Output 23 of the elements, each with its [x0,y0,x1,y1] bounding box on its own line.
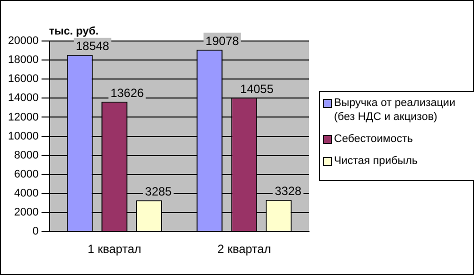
data-label: 13626 [110,86,144,100]
data-label: 14055 [240,82,274,96]
y-tick-label: 6000 [14,168,39,180]
data-label: 19078 [206,34,240,48]
y-tick-label: 4000 [14,188,39,200]
y-tick-label: 16000 [8,73,39,86]
y-tick-label: 8000 [14,149,39,162]
y-tick-label: 0 [32,226,39,238]
data-label: 3328 [274,184,302,198]
data-label: 18548 [76,39,110,54]
x-tick-label: 2 квартал [217,242,271,256]
y-tick-label: 2000 [14,206,39,219]
legend-label: Выручка от реализации (без НДС и акцизов) [334,96,456,124]
y-tick-label: 18000 [8,54,39,66]
y-axis-title: тыс. руб. [49,26,99,38]
y-tick-label: 14000 [8,92,39,104]
x-tick-label: 1 квартал [88,242,142,256]
legend-label: Чистая прибыль [334,154,418,168]
y-tick-label: 10000 [8,130,39,142]
legend-label: Себестоимость [334,132,413,146]
y-tick-label: 12000 [8,111,39,124]
data-label: 3285 [145,184,172,199]
y-tick-label: 20000 [8,35,39,48]
